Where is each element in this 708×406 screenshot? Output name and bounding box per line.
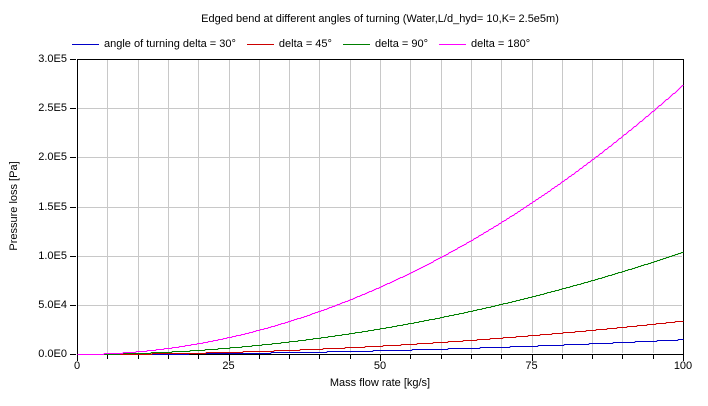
y-tick-label-150000: 1.5E5 <box>38 201 67 213</box>
legend-label-delta-45: delta = 45° <box>278 38 332 50</box>
legend-item-delta-30: angle of turning delta = 30° <box>72 38 236 50</box>
series-line-45deg <box>77 321 684 355</box>
plot-border <box>77 59 684 355</box>
y-tick-label-250000: 2.5E5 <box>38 102 67 114</box>
legend-line-sample-delta-90 <box>342 43 370 45</box>
y-tick-label-0: 0.0E0 <box>38 348 67 360</box>
x-tick-label-75: 75 <box>525 360 538 372</box>
series-line-90deg <box>77 252 684 355</box>
legend-line-sample-delta-180 <box>438 43 466 45</box>
x-tick-label-100: 100 <box>673 360 693 372</box>
x-axis-title: Mass flow rate [kg/s] <box>329 377 431 389</box>
chart-title: Edged bend at different angles of turnin… <box>201 13 559 25</box>
y-axis-title: Pressure loss [Pa] <box>8 161 20 251</box>
x-tick-label-25: 25 <box>222 360 235 372</box>
y-tick-label-100000: 1.0E5 <box>38 250 67 262</box>
legend-item-delta-180: delta = 180° <box>438 38 531 50</box>
legend: angle of turning delta = 30° delta = 45°… <box>72 38 530 50</box>
x-tick-label-0: 0 <box>73 360 81 372</box>
legend-item-delta-45: delta = 45° <box>246 38 332 50</box>
legend-line-sample-delta-45 <box>246 43 274 45</box>
series-line-180deg <box>77 85 684 355</box>
legend-label-delta-180: delta = 180° <box>470 38 531 50</box>
y-tick-label-300000: 3.0E5 <box>38 53 67 65</box>
x-tick-label-50: 50 <box>373 360 387 372</box>
y-tick-label-200000: 2.0E5 <box>38 151 67 163</box>
series-line-30deg <box>77 339 684 355</box>
legend-label-delta-90: delta = 90° <box>374 38 428 50</box>
y-tick-label-50000: 5.0E4 <box>38 299 67 311</box>
legend-line-sample-delta-30 <box>72 43 99 45</box>
legend-item-delta-90: delta = 90° <box>342 38 428 50</box>
legend-label-delta-30: angle of turning delta = 30° <box>104 38 236 50</box>
